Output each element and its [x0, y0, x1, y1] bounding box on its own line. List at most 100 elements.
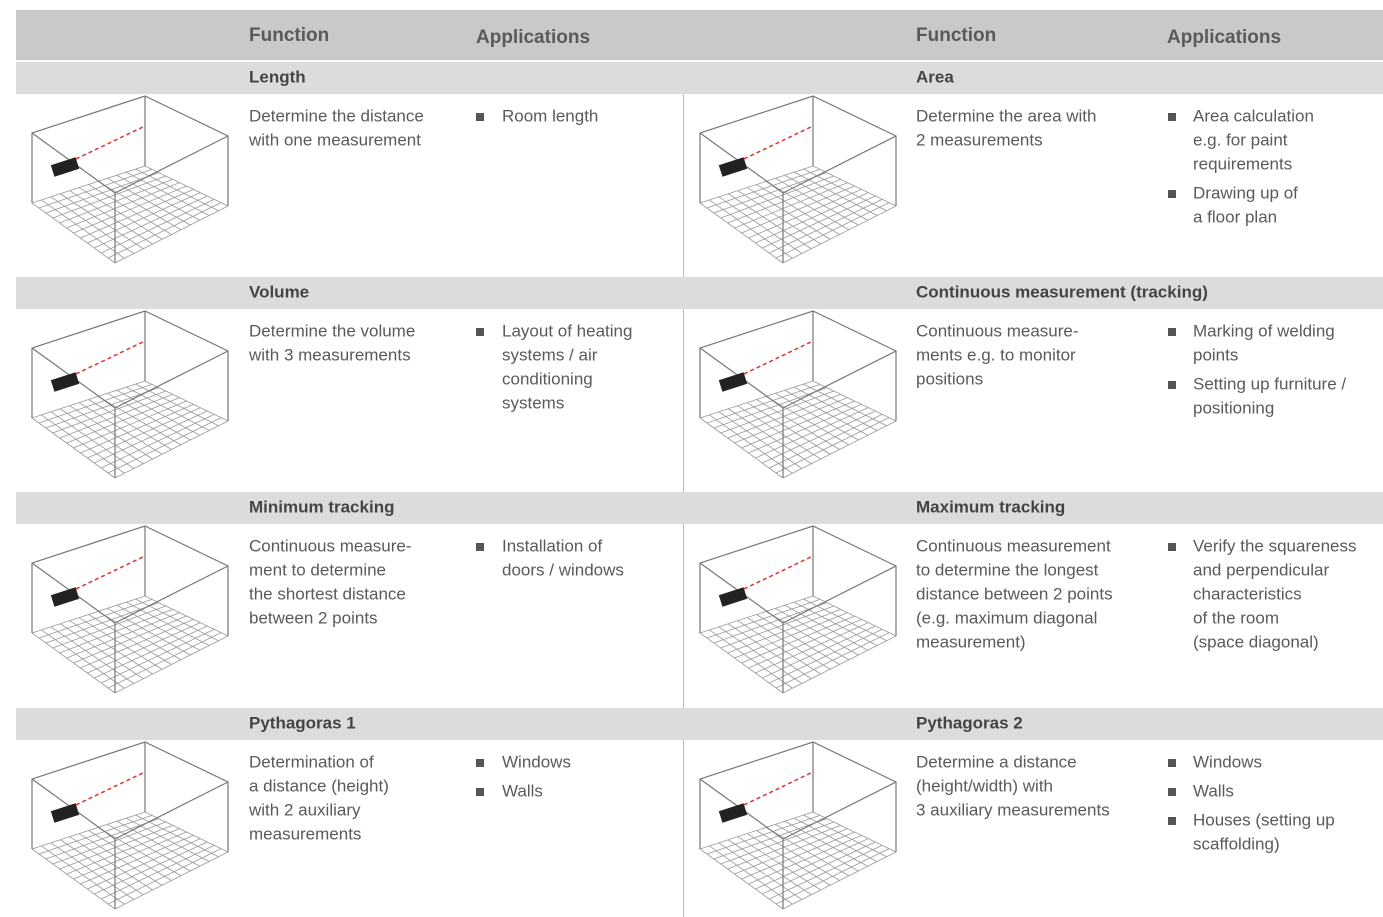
section-title: Volume	[249, 282, 309, 301]
floor-grid	[775, 202, 890, 259]
device	[50, 157, 80, 177]
floor-grid	[784, 820, 868, 867]
application-text: positioning	[1193, 398, 1274, 417]
floor-grid	[107, 177, 191, 226]
floor-grid	[144, 380, 229, 422]
floor-grid	[762, 195, 876, 249]
floor-grid	[80, 188, 194, 239]
section-bar	[16, 62, 1383, 94]
floor-grid	[107, 848, 222, 905]
section-title: Maximum tracking	[916, 497, 1065, 516]
application-text: Installation of	[502, 536, 602, 555]
function-text: Determine a distance	[916, 752, 1077, 771]
device	[718, 587, 748, 607]
floor-grid	[748, 403, 862, 454]
section-bar	[16, 492, 1383, 524]
function-text: measurement)	[916, 632, 1026, 651]
application-text: characteristics	[1193, 584, 1302, 603]
floor-grid	[803, 814, 887, 858]
room-walls	[31, 310, 229, 478]
application-text: Layout of heating	[502, 321, 632, 340]
function-text: Determine the volume	[249, 321, 415, 340]
device	[718, 803, 748, 823]
floor-grid	[107, 632, 222, 689]
floor-grid	[97, 827, 182, 877]
function-text: measurements	[249, 824, 361, 843]
application-text: systems	[502, 393, 564, 412]
floor-grid	[762, 410, 876, 464]
floor-grid	[125, 386, 210, 431]
floor-grid	[125, 171, 210, 216]
floor-grid	[73, 185, 187, 234]
floor-grid	[100, 844, 215, 900]
floor-grid	[741, 615, 855, 664]
floor-grid	[73, 831, 187, 880]
section-title: Minimum tracking	[249, 497, 394, 516]
header-bar	[16, 10, 1383, 60]
floor-grid	[765, 827, 850, 877]
bullet	[1168, 788, 1176, 796]
floor-grid	[97, 611, 182, 661]
room-walls	[699, 95, 897, 263]
section-title: Continuous measurement (tracking)	[916, 282, 1208, 301]
floor-grid	[741, 400, 855, 449]
floor-grid	[755, 838, 869, 890]
floor-grid	[114, 420, 229, 479]
section-title: Length	[249, 67, 306, 86]
function-text: (e.g. maximum diagonal	[916, 608, 1097, 627]
floor-grid	[144, 595, 229, 637]
floor-grid	[755, 622, 869, 674]
bullet	[1168, 190, 1176, 198]
function-text: Continuous measure-	[916, 321, 1079, 340]
function-text: distance between 2 points	[916, 584, 1113, 603]
room-walls	[699, 310, 897, 478]
application-text: conditioning	[502, 369, 593, 388]
floor-grid	[94, 625, 208, 679]
floor-grid	[762, 841, 876, 895]
room-walls	[31, 95, 229, 263]
function-text: with 3 measurements	[248, 345, 411, 364]
function-text: positions	[916, 369, 983, 388]
function-text: 3 auxiliary measurements	[916, 800, 1110, 819]
application-text: Marking of welding	[1193, 321, 1335, 340]
function-text: the shortest distance	[249, 584, 406, 603]
application-text: Setting up furniture /	[1193, 374, 1346, 393]
section-bar	[16, 708, 1383, 740]
floor-grid	[782, 635, 897, 694]
bullet	[476, 788, 484, 796]
floor-grid	[135, 598, 219, 642]
floor-grid	[144, 811, 229, 853]
application-text: Walls	[1193, 781, 1234, 800]
floor-grid	[768, 844, 883, 900]
floor-grid	[748, 188, 862, 239]
floor-grid	[114, 851, 229, 910]
floor-grid	[97, 396, 182, 446]
floor-grid	[784, 604, 868, 651]
floor-grid	[768, 413, 883, 469]
function-text: with one measurement	[248, 130, 421, 149]
section-title: Pythagoras 1	[249, 713, 356, 732]
application-text: Drawing up of	[1193, 183, 1298, 202]
application-text: Windows	[1193, 752, 1262, 771]
floor-grid	[775, 823, 859, 872]
header-applications: Applications	[476, 27, 590, 48]
floor-grid	[116, 604, 200, 651]
function-text: ment to determine	[249, 560, 386, 579]
floor-grid	[775, 417, 890, 474]
application-text: scaffolding)	[1193, 834, 1280, 853]
section-title: Pythagoras 2	[916, 713, 1023, 732]
header-applications: Applications	[1167, 27, 1281, 48]
floor-grid	[87, 622, 201, 674]
header-function: Function	[249, 25, 329, 46]
floor-grid	[768, 198, 883, 254]
floor-grid	[784, 174, 868, 221]
device	[50, 587, 80, 607]
floor-grid	[762, 625, 876, 679]
floor-grid	[125, 817, 210, 862]
function-text: Determination of	[249, 752, 374, 771]
device	[50, 372, 80, 392]
floor-grid	[116, 174, 200, 221]
floor-grid	[793, 386, 878, 431]
bullet	[1168, 759, 1176, 767]
application-text: requirements	[1193, 154, 1292, 173]
